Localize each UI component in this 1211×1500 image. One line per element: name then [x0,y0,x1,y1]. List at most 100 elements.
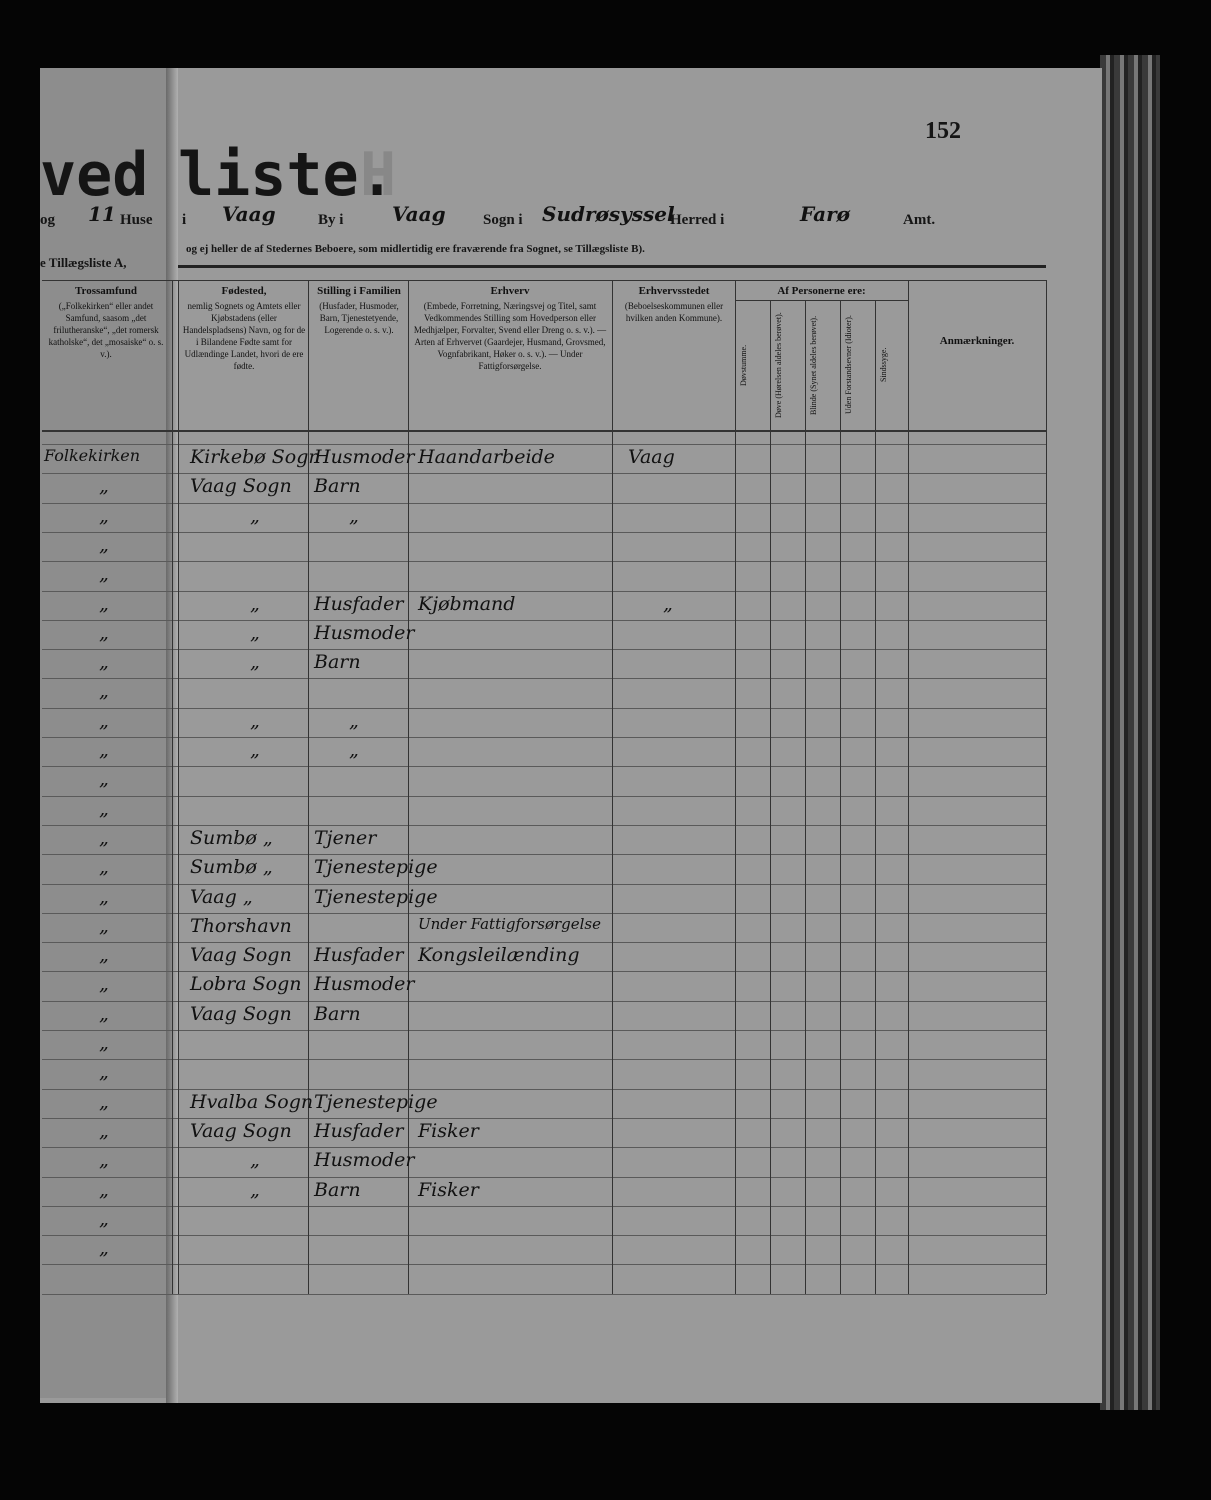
column-header: Stilling i Familien (Husfader, Husmoder, … [312,285,406,336]
cell-trossamfund: „ [99,1119,109,1142]
column-line [612,280,613,1294]
left-leaf [40,68,168,1398]
cell-stilling: Barn [314,475,361,498]
cell-fodested: Sumbø „ [190,826,273,849]
column-header: Erhverv (Embede, Forretning, Næringsvej o… [412,285,608,372]
header-field: Sudrøsyssel [542,202,675,226]
cell-trossamfund: „ [99,797,109,820]
cell-erhverv: Under Fattigforsørgelse [418,914,602,933]
cell-fodested: Vaag Sogn [190,944,292,967]
header-field: Vaag [392,202,446,226]
page-edges [1100,55,1160,1410]
sub-header: Sindssyge. [879,347,888,383]
header-field: Huse [120,212,153,228]
row-line [42,1088,1046,1090]
rule [178,265,1046,268]
row-line [42,473,1046,475]
row-line [42,619,1046,621]
column-header: Anmærkninger. [908,335,1046,350]
header-field: 11 [88,202,116,226]
cell-trossamfund: „ [99,768,109,791]
header-body: („Folkekirken“ eller andet Samfund, saas… [48,301,164,359]
cell-stilling: Tjenestepige [314,856,438,879]
header-body: (Husfader, Husmoder, Barn, Tjenestetyend… [319,301,399,335]
cell-trossamfund: „ [99,1237,109,1260]
header-note-right: og ej heller de af Stedernes Beboere, so… [186,243,645,255]
cell-fodested: Lobra Sogn [190,973,302,996]
column-line [875,300,876,1294]
cell-fodested: Vaag Sogn [190,475,292,498]
header-title: Anmærkninger. [939,335,1015,347]
cell-fodested: „ [250,592,260,615]
row-line [42,1293,1046,1295]
row-line [42,912,1046,914]
cell-trossamfund: Folkekirken [44,446,141,465]
cell-trossamfund: „ [99,592,109,615]
row-line [42,531,1046,533]
row-line [42,1117,1046,1119]
cell-fodested: „ [250,739,260,761]
column-line [408,280,409,1294]
cell-stilling: Husfader [314,592,404,615]
header-field: Farø [800,202,850,226]
cell-stilling: Husmoder [314,1149,415,1172]
column-line [805,300,806,1294]
row-line [42,1147,1046,1149]
cell-stilling: Husmoder [314,621,415,644]
cell-stilling: Barn [314,1002,361,1025]
column-line [908,280,909,1294]
header-field: Vaag [222,202,276,226]
row-line [42,737,1046,738]
column-line [840,300,841,1294]
cell-trossamfund: „ [99,1032,109,1054]
column-line [172,280,173,1294]
cell-fodested: Kirkebø Sogn [190,446,321,468]
cell-fodested: „ [250,504,260,527]
row-line [42,971,1046,973]
cell-stilling: Husfader [314,1119,404,1142]
sub-header: Døvstumme. [739,344,748,386]
cell-fodested: „ [250,651,260,674]
column-line [178,280,179,1294]
rule [735,300,908,301]
header-field: Amt. [903,212,936,228]
rule [42,280,1046,281]
cell-stilling: Tjenestepige [314,885,438,908]
header-body: (Beboelseskommunen eller hvilken anden K… [624,301,724,323]
cell-stilling: „ [349,504,359,527]
row-line [42,678,1046,680]
cell-stilling: Barn [314,1178,361,1201]
row-line [42,707,1046,709]
header-field: i [182,212,187,228]
cell-erhvervssted: Vaag [628,446,675,468]
cell-trossamfund: „ [99,944,109,967]
cell-fodested: Vaag Sogn [190,1119,292,1142]
header-field: Sogn i [483,212,523,228]
row-line [42,1264,1046,1266]
header-title: Fødested, [221,285,267,297]
cell-trossamfund: „ [99,885,109,908]
header-title: Af Personerne ere: [777,285,866,297]
column-header: Fødested, nemlig Sognets og Amtets eller … [182,285,306,372]
cell-stilling: Barn [314,651,361,674]
sub-header: Blinde (Synet aldeles berøvet). [809,315,818,415]
row-line [42,883,1046,885]
column-line [1046,280,1047,1294]
cell-erhverv: Fisker [418,1178,479,1201]
cell-trossamfund: „ [99,533,109,556]
column-line [770,300,771,1294]
header-body: (Embede, Forretning, Næringsvej og Titel… [413,301,607,371]
cell-trossamfund: „ [99,709,109,732]
header-title: Stilling i Familien [317,285,401,297]
sub-header: Døve (Hørelsen aldeles berøvet). [774,312,783,418]
row-line [42,1000,1046,1002]
cell-fodested: Hvalba Sogn [190,1090,314,1113]
column-header: Af Personerne ere: [735,285,908,300]
header-field: By i [318,212,344,228]
row-line [42,795,1046,797]
column-header: Trossamfund („Folkekirken“ eller andet Sa… [42,285,170,360]
page-number: 152 [925,118,961,144]
cell-fodested: „ [250,1149,260,1172]
cell-erhvervssted: „ [663,592,673,615]
cell-trossamfund: „ [99,1002,109,1025]
